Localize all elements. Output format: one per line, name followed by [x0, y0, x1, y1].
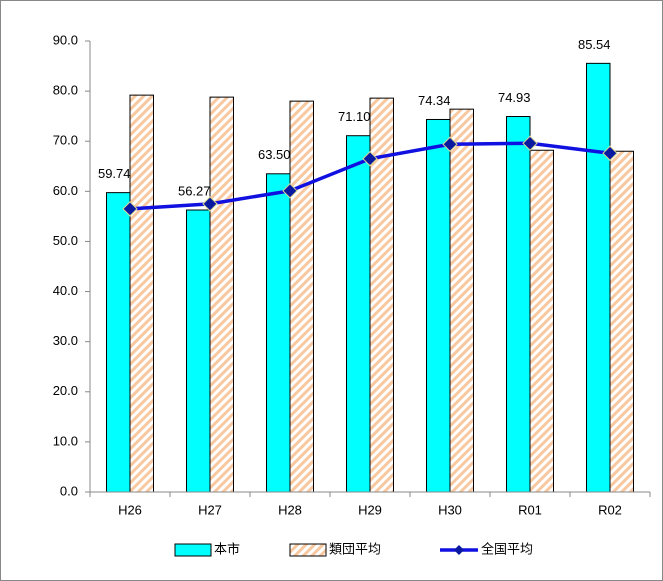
y-tick-label: 30.0 — [53, 333, 78, 348]
legend-swatch — [289, 543, 327, 557]
bar — [506, 116, 531, 493]
y-tick-label: 90.0 — [53, 32, 78, 47]
y-tick-label: 0.0 — [60, 483, 78, 498]
bar — [346, 135, 371, 493]
marker — [442, 136, 458, 152]
bar — [266, 173, 291, 493]
data-label: 74.34 — [418, 93, 451, 108]
bar — [209, 96, 234, 493]
bar — [449, 108, 474, 493]
legend-swatch — [174, 543, 212, 557]
y-tick-label: 10.0 — [53, 433, 78, 448]
y-tick-label: 60.0 — [53, 183, 78, 198]
legend-label: 本市 — [214, 541, 240, 556]
bar — [289, 100, 314, 493]
y-tick-label: 50.0 — [53, 233, 78, 248]
y-tick-label: 70.0 — [53, 133, 78, 148]
marker — [602, 145, 618, 161]
legend-label: 類団平均 — [329, 541, 381, 556]
legend-marker — [454, 545, 464, 555]
data-label: 85.54 — [578, 37, 611, 52]
marker — [362, 151, 378, 167]
marker — [282, 183, 298, 199]
bar — [186, 209, 211, 493]
bar — [106, 192, 131, 493]
y-tick-label: 20.0 — [53, 383, 78, 398]
data-label: 74.93 — [498, 90, 531, 105]
bar — [609, 150, 634, 493]
x-tick-label: H26 — [118, 502, 142, 517]
legend-label: 全国平均 — [481, 541, 533, 556]
x-tick-label: H28 — [278, 502, 302, 517]
data-label: 56.27 — [178, 183, 211, 198]
marker — [522, 135, 538, 151]
data-label: 71.10 — [338, 109, 371, 124]
x-tick-label: H27 — [198, 502, 222, 517]
data-label: 63.50 — [258, 147, 291, 162]
marker — [202, 196, 218, 212]
data-label: 59.74 — [98, 166, 131, 181]
x-tick-label: R01 — [518, 502, 542, 517]
y-tick-label: 80.0 — [53, 83, 78, 98]
bar — [129, 94, 154, 493]
bar — [529, 149, 554, 493]
x-tick-label: H29 — [358, 502, 382, 517]
bar — [586, 62, 611, 493]
bar — [426, 118, 451, 493]
y-tick-label: 40.0 — [53, 283, 78, 298]
x-tick-label: R02 — [598, 502, 622, 517]
x-tick-label: H30 — [438, 502, 462, 517]
marker — [122, 201, 138, 217]
